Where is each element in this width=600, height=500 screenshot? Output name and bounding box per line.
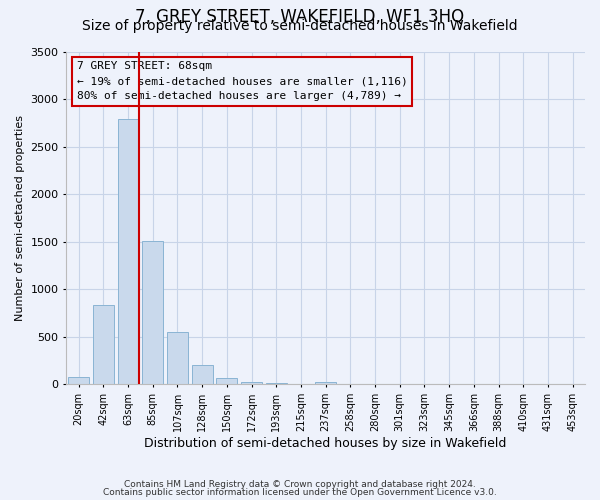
Text: Size of property relative to semi-detached houses in Wakefield: Size of property relative to semi-detach… [82,19,518,33]
Bar [142,241,163,384]
Text: Contains public sector information licensed under the Open Government Licence v3: Contains public sector information licen… [103,488,497,497]
Bar [241,382,262,384]
Bar [68,378,89,384]
Bar [167,332,188,384]
Y-axis label: Number of semi-detached properties: Number of semi-detached properties [15,115,25,321]
Bar [93,306,114,384]
Text: Contains HM Land Registry data © Crown copyright and database right 2024.: Contains HM Land Registry data © Crown c… [124,480,476,489]
Bar [315,382,336,384]
Bar [217,378,238,384]
X-axis label: Distribution of semi-detached houses by size in Wakefield: Distribution of semi-detached houses by … [145,437,507,450]
Bar [191,366,212,384]
Bar [118,119,139,384]
Text: 7 GREY STREET: 68sqm
← 19% of semi-detached houses are smaller (1,116)
80% of se: 7 GREY STREET: 68sqm ← 19% of semi-detac… [77,62,407,101]
Text: 7, GREY STREET, WAKEFIELD, WF1 3HQ: 7, GREY STREET, WAKEFIELD, WF1 3HQ [136,8,464,26]
